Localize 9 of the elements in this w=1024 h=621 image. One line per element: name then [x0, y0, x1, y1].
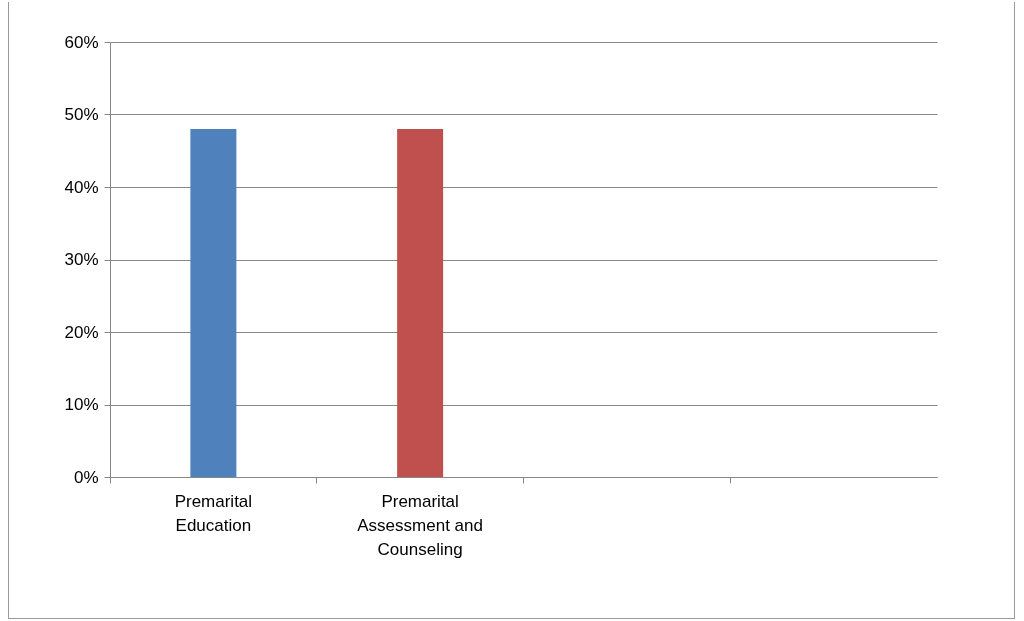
y-tick-label: 60%	[64, 32, 99, 52]
y-tick-label: 30%	[64, 250, 99, 269]
y-tick-label: 0%	[73, 467, 99, 487]
x-tick-label: Premarital Education	[174, 491, 253, 535]
x-tick-label: Premarital Assessment and Counseling	[357, 491, 483, 559]
y-tick-label: 10%	[64, 395, 99, 414]
y-tick-label: 20%	[64, 322, 99, 342]
y-tick-label: 50%	[64, 105, 99, 124]
y-tick-label: 40%	[64, 177, 99, 197]
